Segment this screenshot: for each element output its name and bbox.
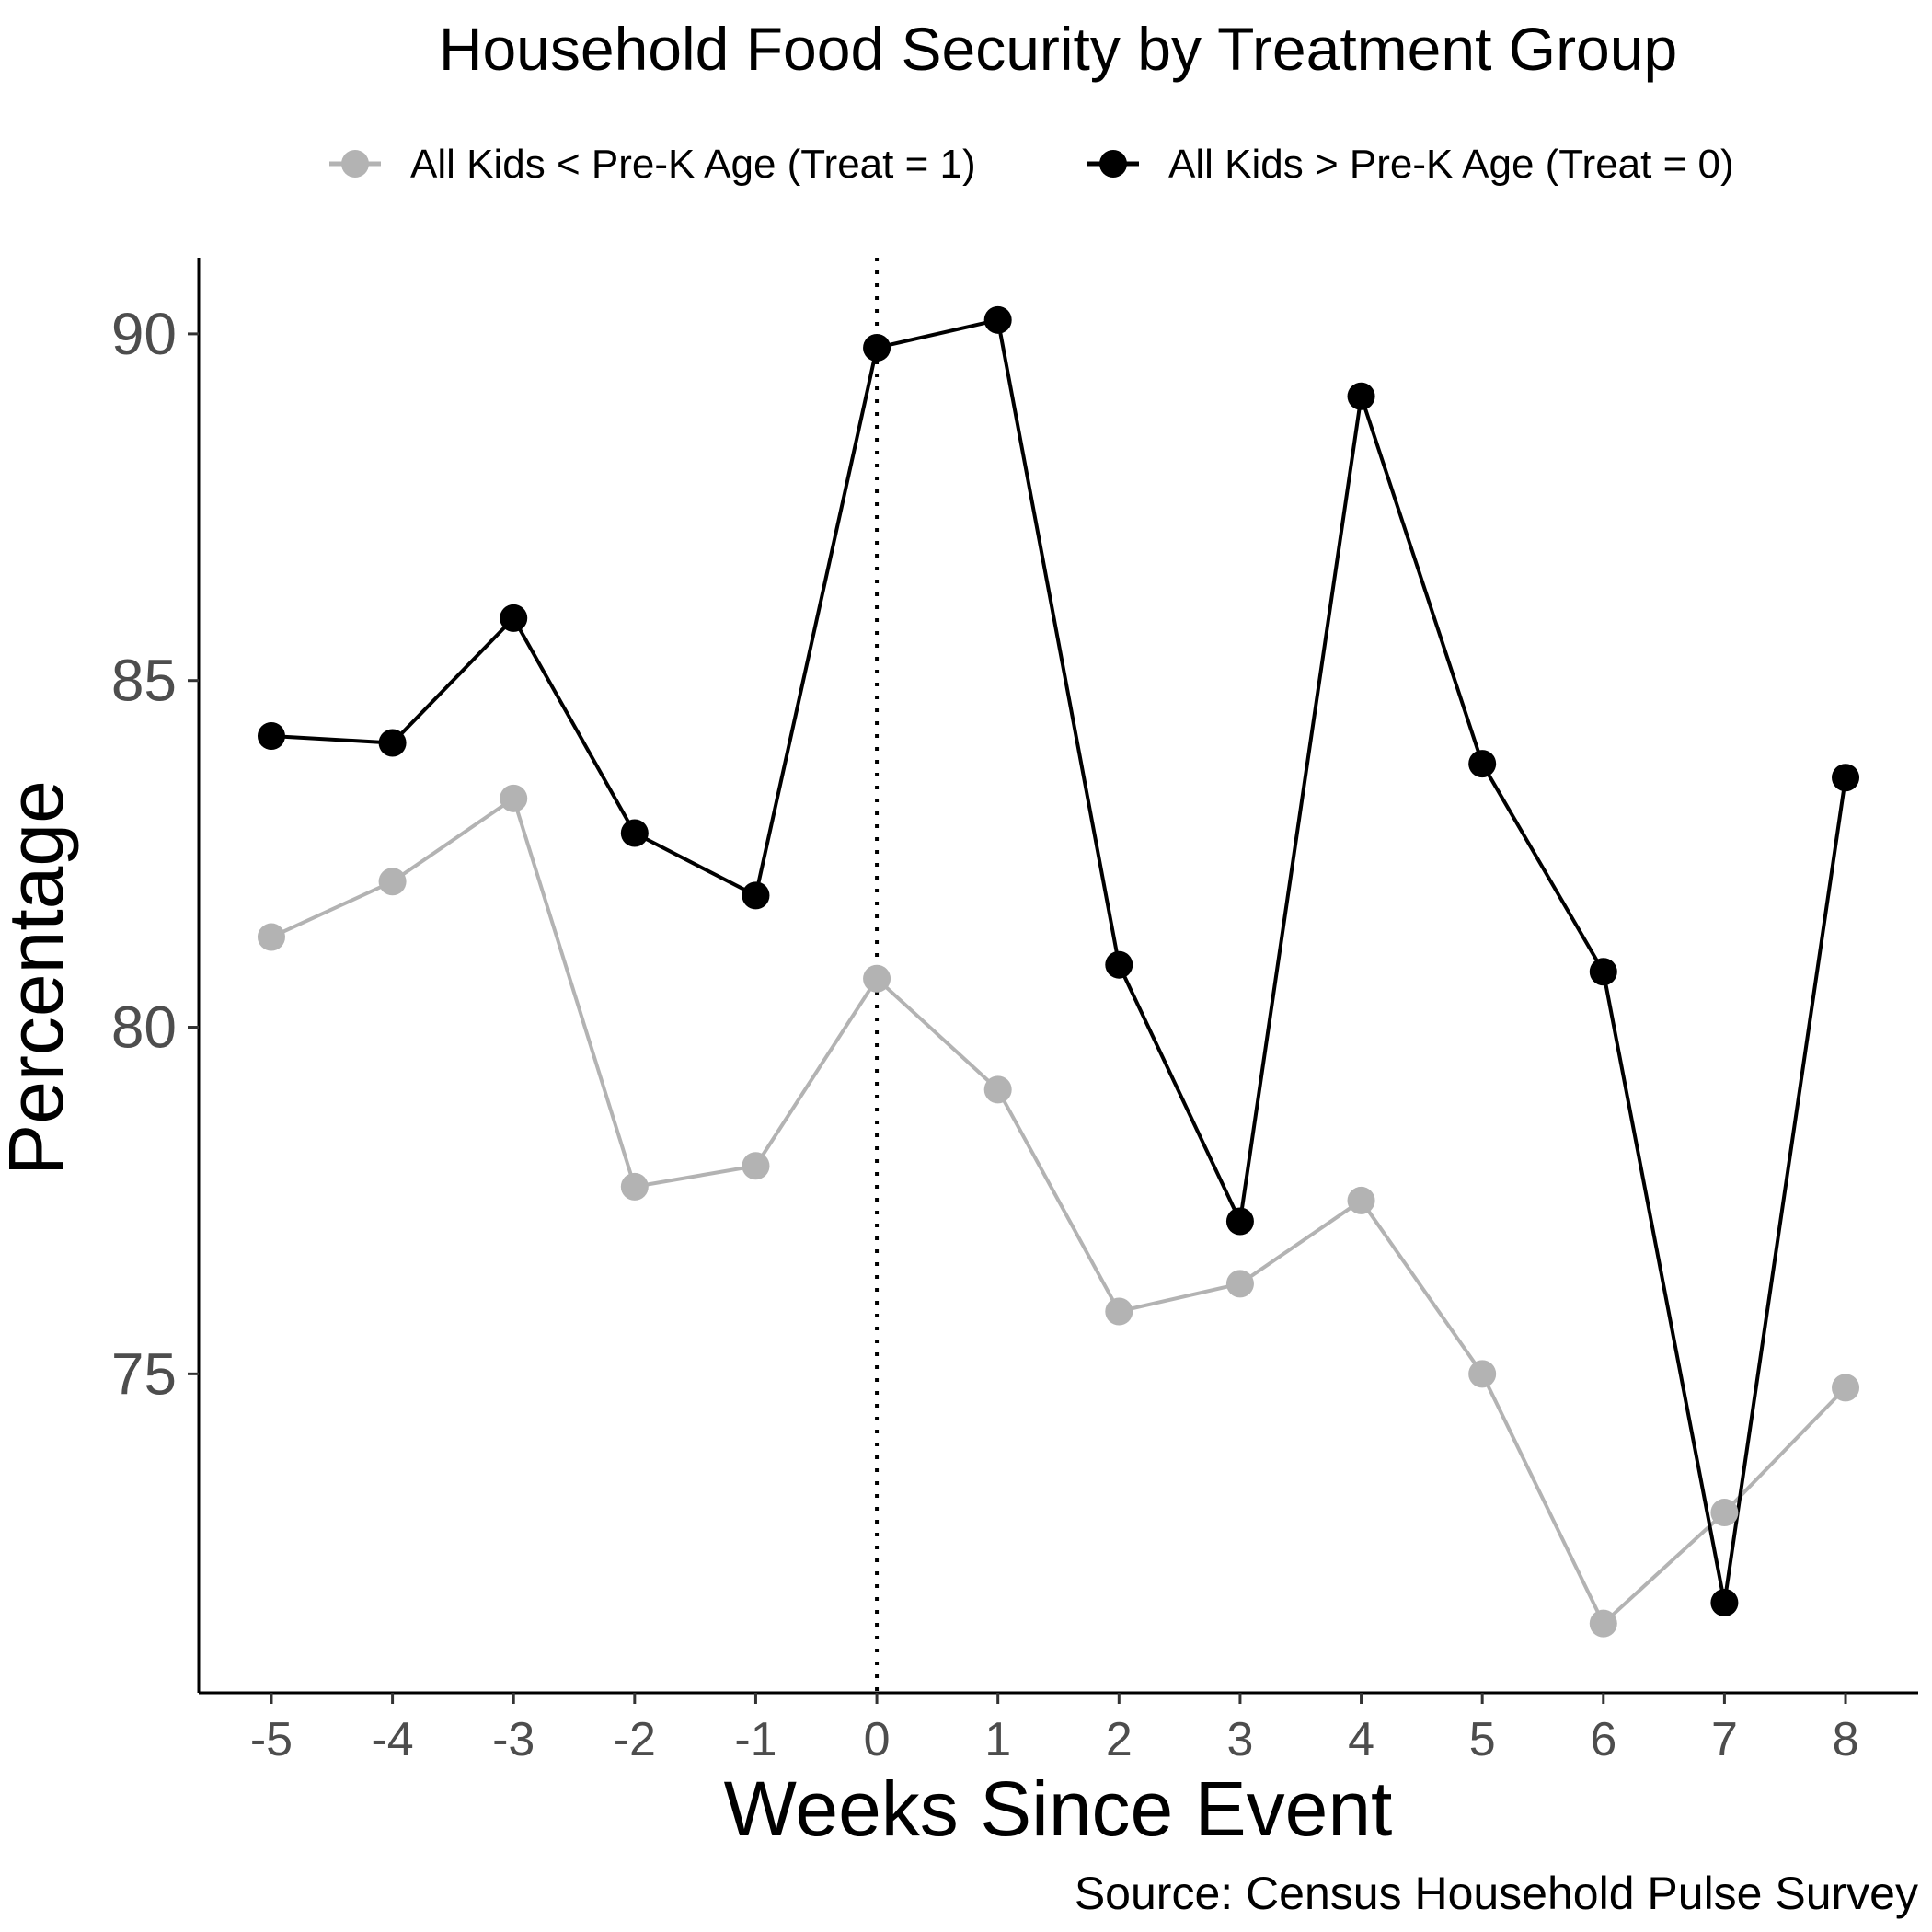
y-tick-label: 90 [111, 301, 177, 367]
series-points [257, 305, 1860, 1638]
data-point [863, 333, 891, 362]
x-axis-ticks: -5 -4 -3 -2 -1 0 1 2 3 4 5 6 7 8 [250, 1693, 1859, 1766]
legend-key-marker [341, 150, 369, 178]
data-point [378, 868, 407, 896]
y-axis-title: Percentage [0, 780, 79, 1176]
x-tick-label: -5 [250, 1713, 293, 1766]
x-tick-label: -4 [371, 1713, 413, 1766]
data-point [1105, 1297, 1133, 1326]
data-point [1589, 958, 1617, 986]
data-point [257, 722, 285, 750]
legend: All Kids < Pre-K Age (Treat = 1) All Kids… [329, 142, 1734, 187]
data-point [1225, 1207, 1254, 1236]
x-tick-label: 8 [1833, 1713, 1859, 1766]
data-point [500, 604, 528, 632]
data-point [1589, 1609, 1617, 1638]
x-tick-label: 5 [1469, 1713, 1496, 1766]
y-axis-ticks: 75 80 85 90 [111, 301, 199, 1407]
legend-key-marker [1099, 150, 1127, 178]
data-point [1832, 764, 1860, 792]
data-point [500, 784, 528, 812]
series-line-0 [270, 795, 1847, 1627]
data-point [742, 881, 770, 910]
data-point [1347, 1186, 1375, 1214]
data-point [1347, 382, 1375, 410]
y-tick-label: 75 [111, 1340, 177, 1407]
data-point [1105, 950, 1133, 979]
series-lines [270, 317, 1848, 1627]
x-tick-label: 6 [1590, 1713, 1616, 1766]
x-tick-label: -3 [492, 1713, 535, 1766]
y-tick-label: 85 [111, 648, 177, 714]
x-axis-title: Weeks Since Event [724, 1765, 1393, 1852]
source-caption: Source: Census Household Pulse Survey [1075, 1868, 1918, 1919]
data-point [983, 1075, 1012, 1104]
data-point [257, 923, 285, 951]
data-point [1468, 750, 1497, 778]
data-point [1832, 1374, 1860, 1402]
chart-title: Household Food Security by Treatment Gro… [439, 15, 1677, 83]
data-point [378, 729, 407, 757]
data-point [863, 964, 891, 993]
y-tick-label: 80 [111, 995, 177, 1061]
series-line-1 [270, 317, 1848, 1604]
data-point [1710, 1589, 1739, 1617]
x-tick-label: -2 [614, 1713, 656, 1766]
x-tick-label: 7 [1711, 1713, 1738, 1766]
data-point [1710, 1499, 1739, 1527]
x-tick-label: -1 [734, 1713, 776, 1766]
x-tick-label: 1 [984, 1713, 1011, 1766]
data-point [742, 1152, 770, 1180]
x-tick-label: 2 [1106, 1713, 1133, 1766]
data-point [1468, 1360, 1497, 1388]
x-tick-label: 3 [1226, 1713, 1253, 1766]
data-point [983, 305, 1012, 334]
data-point [620, 819, 649, 847]
legend-label: All Kids < Pre-K Age (Treat = 1) [410, 142, 976, 187]
x-tick-label: 4 [1348, 1713, 1374, 1766]
x-tick-label: 0 [864, 1713, 891, 1766]
data-point [1225, 1270, 1254, 1298]
legend-label: All Kids > Pre-K Age (Treat = 0) [1168, 142, 1734, 187]
data-point [620, 1172, 649, 1201]
